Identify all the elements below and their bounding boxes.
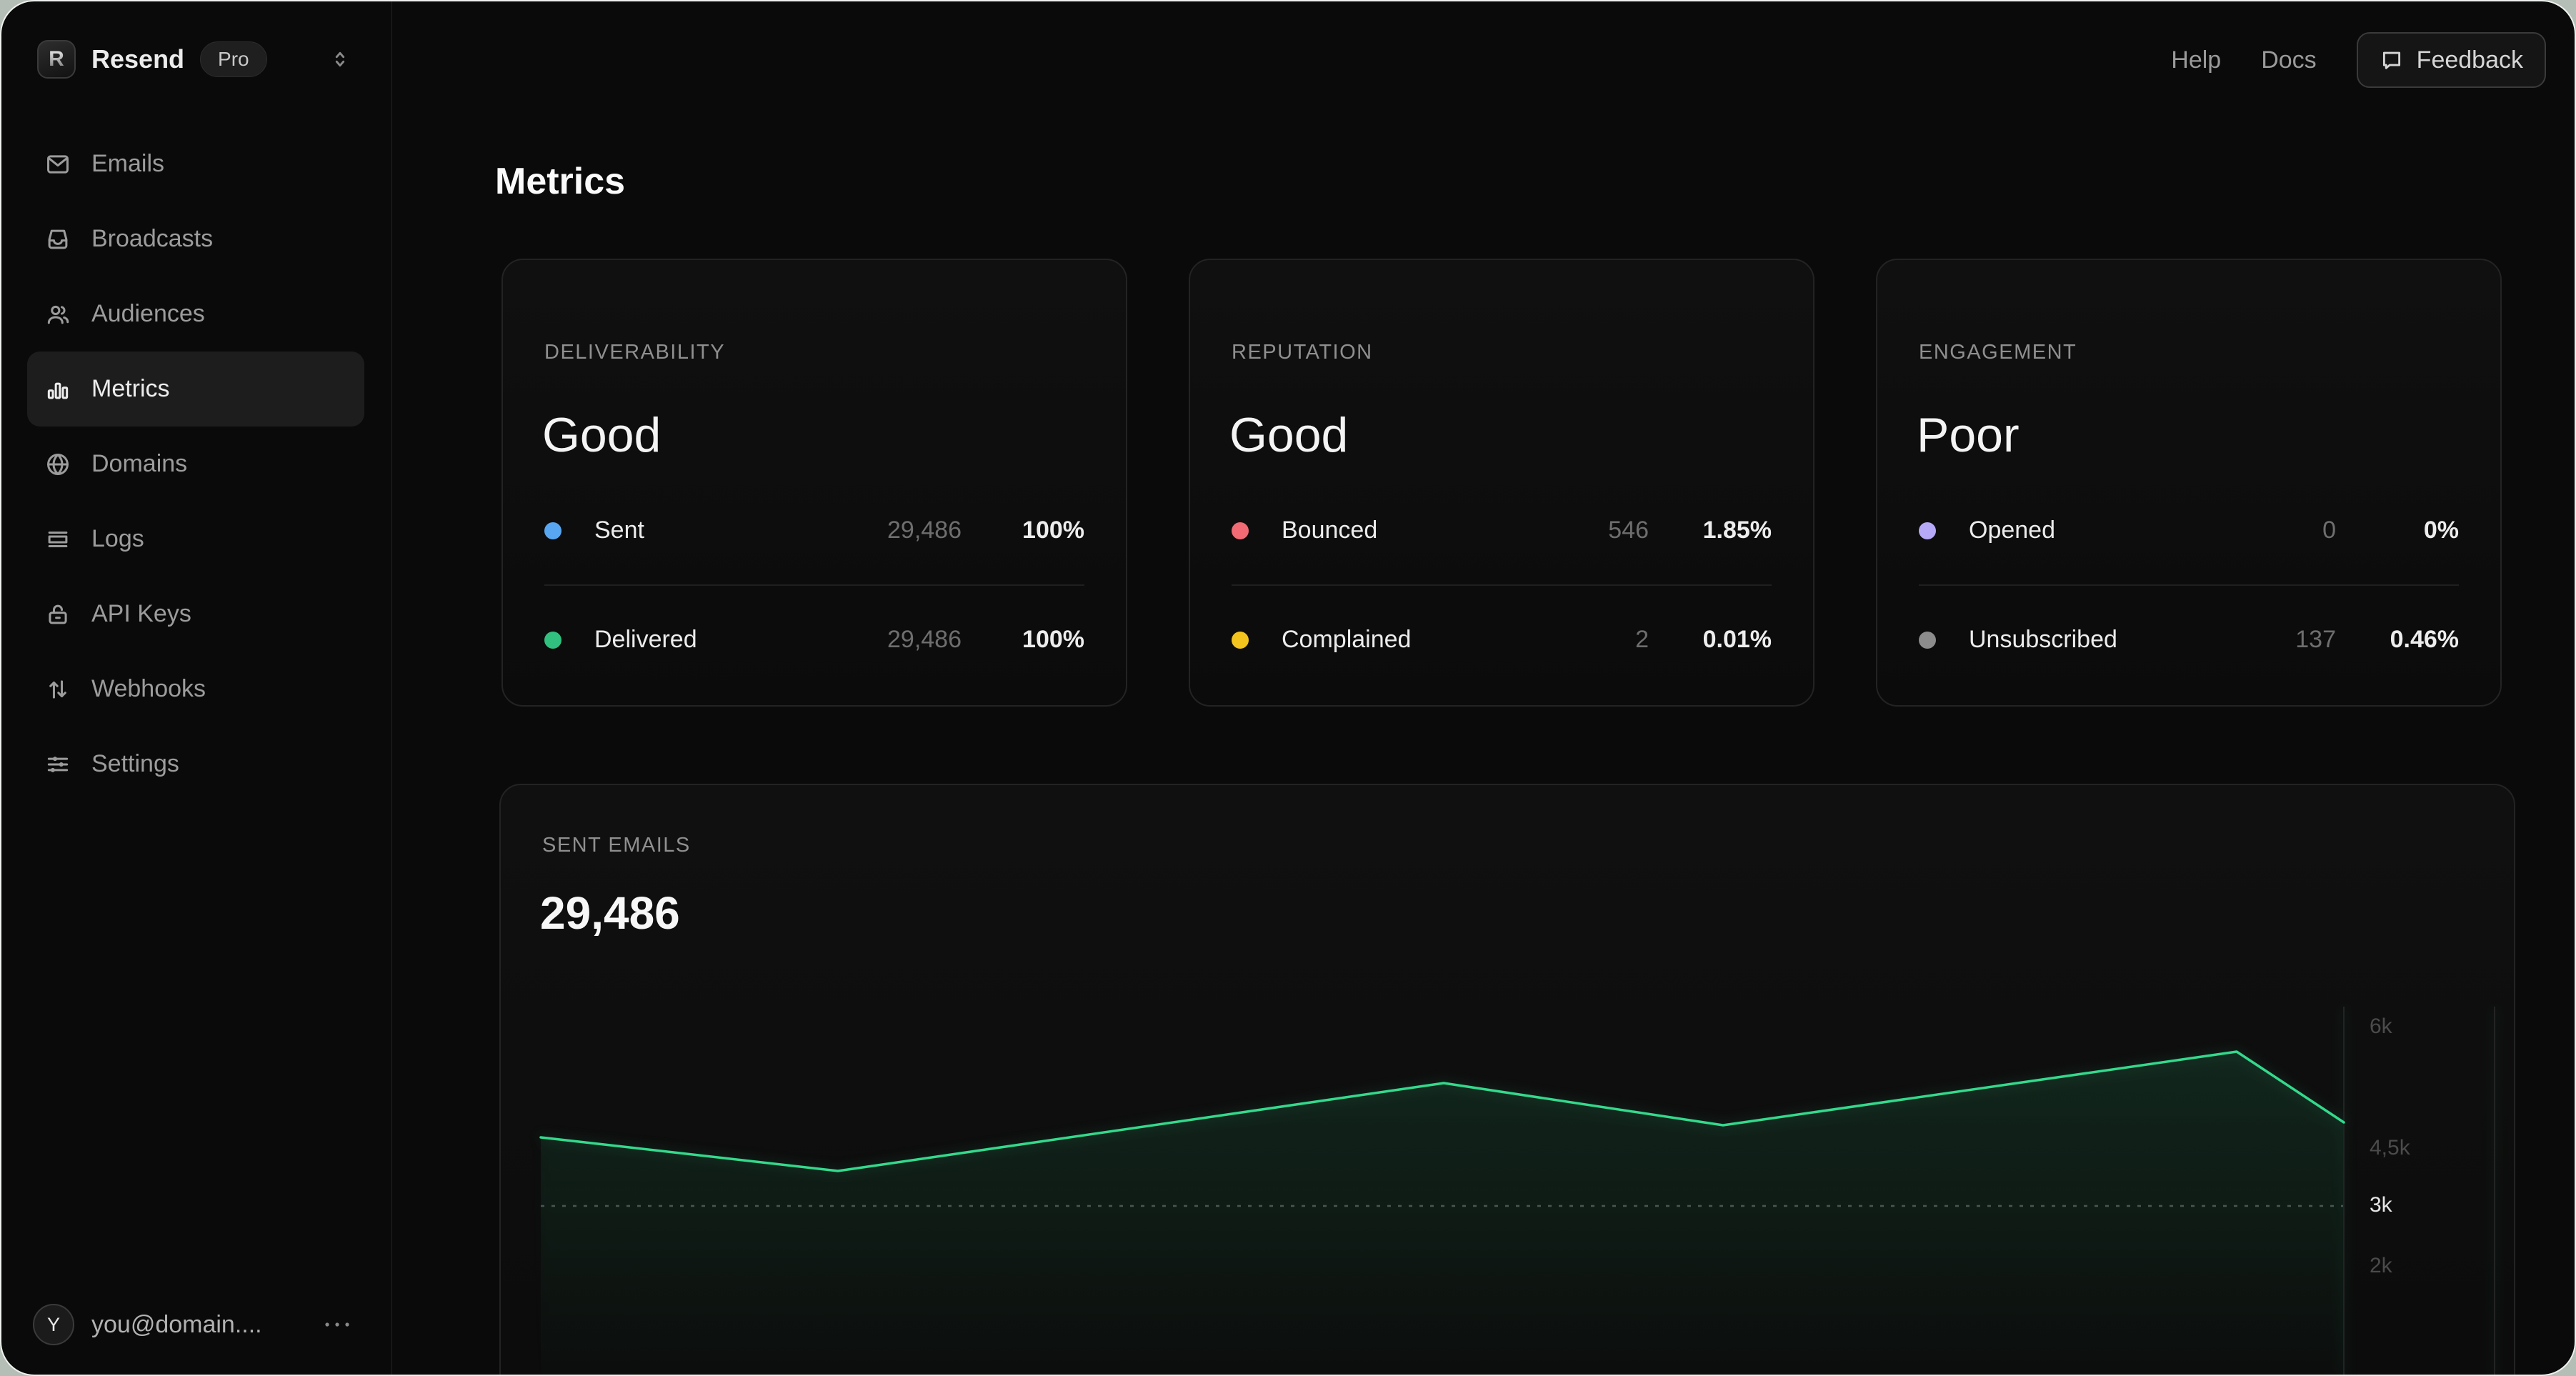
sidebar-item-webhooks[interactable]: Webhooks [27, 652, 364, 727]
reputation-card: REPUTATION Good Bounced 546 1.85% Compla… [1189, 259, 1814, 707]
card-label: DELIVERABILITY [544, 341, 726, 364]
metric-label: Opened [1969, 517, 2055, 544]
legend-dot [1919, 631, 1936, 649]
sidebar-item-broadcasts[interactable]: Broadcasts [27, 201, 364, 276]
metric-row-complained: Complained 2 0.01% [1232, 586, 1772, 694]
metric-value: 137 [2295, 626, 2336, 653]
legend-dot [1232, 631, 1249, 649]
sidebar-item-label: Metrics [91, 375, 170, 402]
globe-icon [47, 453, 69, 475]
resend-logo-letter: R [49, 47, 64, 71]
arrows-up-down-icon [49, 679, 66, 699]
sliders-icon [47, 756, 69, 772]
card-label: ENGAGEMENT [1919, 341, 2077, 364]
card-status: Good [542, 408, 662, 462]
resend-logo: R [37, 40, 76, 79]
legend-dot [1919, 522, 1936, 539]
y-axis-tick: 2k [2370, 1254, 2392, 1277]
divider [1232, 584, 1772, 586]
metric-label: Delivered [594, 626, 697, 653]
sent-emails-chart [539, 1007, 2495, 1375]
unfold-more-icon[interactable] [329, 48, 351, 71]
metric-row-unsubscribed: Unsubscribed 137 0.46% [1919, 586, 2459, 694]
metric-label: Bounced [1282, 517, 1378, 544]
sidebar-item-settings[interactable]: Settings [27, 727, 364, 802]
divider [1919, 584, 2459, 586]
feedback-label: Feedback [2416, 46, 2523, 74]
avatar: Y [33, 1304, 74, 1345]
lock-icon [49, 604, 67, 624]
legend-dot [1232, 522, 1249, 539]
metric-percent: 1.85% [1702, 517, 1772, 544]
people-icon [47, 305, 69, 324]
engagement-card: ENGAGEMENT Poor Opened 0 0% Unsubscribed… [1876, 259, 2502, 707]
card-status: Poor [1917, 408, 2020, 462]
sidebar-item-label: Audiences [91, 300, 205, 327]
metric-percent: 0% [2423, 517, 2459, 544]
workspace-switcher[interactable]: R Resend Pro [37, 34, 351, 84]
plan-badge: Pro [200, 41, 267, 77]
card-status: Good [1229, 408, 1349, 462]
sent-emails-label: SENT EMAILS [542, 834, 691, 857]
avatar-initial: Y [46, 1313, 60, 1335]
chat-bubble-icon [2382, 51, 2400, 69]
help-link[interactable]: Help [2171, 46, 2222, 74]
top-bar: Help Docs Feedback [2171, 31, 2546, 89]
legend-dot [544, 631, 561, 649]
sidebar-item-label: Broadcasts [91, 225, 214, 252]
rows-icon [48, 531, 68, 547]
metric-label: Sent [594, 517, 644, 544]
sidebar-nav: Emails Broadcasts Audiences [27, 126, 364, 802]
sidebar-item-logs[interactable]: Logs [27, 502, 364, 577]
sidebar: R Resend Pro Emails B [1, 1, 392, 1375]
metric-label: Unsubscribed [1969, 626, 2117, 653]
summary-cards: DELIVERABILITY Good Sent 29,486 100% Del… [501, 259, 2502, 707]
sidebar-item-emails[interactable]: Emails [27, 126, 364, 201]
legend-dot [544, 522, 561, 539]
metric-value: 0 [2322, 517, 2336, 544]
metric-label: Complained [1282, 626, 1412, 653]
feedback-button[interactable]: Feedback [2356, 32, 2546, 88]
metric-percent: 100% [1022, 517, 1084, 544]
sidebar-item-label: Logs [91, 525, 144, 552]
mail-icon [47, 154, 69, 174]
sidebar-item-api-keys[interactable]: API Keys [27, 577, 364, 652]
sidebar-item-domains[interactable]: Domains [27, 427, 364, 502]
y-axis-tick: 3k [2370, 1193, 2392, 1217]
sidebar-item-label: Settings [91, 750, 179, 777]
metric-row-delivered: Delivered 29,486 100% [544, 586, 1084, 694]
metric-percent: 0.46% [2390, 626, 2459, 653]
metric-percent: 100% [1022, 626, 1084, 653]
metric-value: 546 [1608, 517, 1649, 544]
sidebar-item-label: API Keys [91, 600, 191, 627]
inbox-icon [48, 229, 68, 249]
metric-row-bounced: Bounced 546 1.85% [1232, 477, 1772, 584]
metric-row-opened: Opened 0 0% [1919, 477, 2459, 584]
sidebar-item-audiences[interactable]: Audiences [27, 276, 364, 352]
user-email: you@domain.... [91, 1310, 262, 1338]
metric-value: 2 [1635, 626, 1649, 653]
metric-row-sent: Sent 29,486 100% [544, 477, 1084, 584]
metric-percent: 0.01% [1702, 626, 1772, 653]
card-label: REPUTATION [1232, 341, 1373, 364]
workspace-name: Resend [91, 44, 185, 74]
ellipsis-icon[interactable] [323, 1320, 351, 1329]
y-axis-tick: 6k [2370, 1014, 2392, 1038]
divider [544, 584, 1084, 586]
docs-link[interactable]: Docs [2261, 46, 2317, 74]
metric-value: 29,486 [887, 517, 962, 544]
user-menu[interactable]: Y you@domain.... [33, 1302, 366, 1347]
sidebar-item-label: Domains [91, 450, 188, 477]
sent-emails-total: 29,486 [540, 887, 680, 939]
sidebar-item-label: Emails [91, 150, 165, 177]
page-title: Metrics [495, 161, 626, 202]
sidebar-item-label: Webhooks [91, 675, 206, 702]
y-axis-tick: 4,5k [2370, 1136, 2410, 1160]
metric-value: 29,486 [887, 626, 962, 653]
sent-emails-card: SENT EMAILS 29,486 6k 4,5k 3k 2k [499, 784, 2515, 1375]
deliverability-card: DELIVERABILITY Good Sent 29,486 100% Del… [501, 259, 1127, 707]
bar-chart-icon [47, 382, 69, 399]
sidebar-item-metrics[interactable]: Metrics [27, 352, 364, 427]
